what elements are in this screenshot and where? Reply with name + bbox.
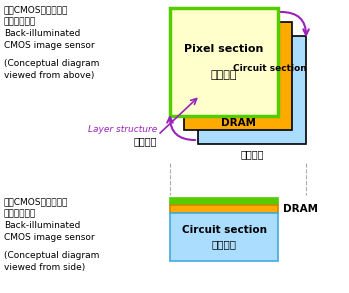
Text: (Conceptual diagram: (Conceptual diagram — [4, 59, 99, 68]
Text: 电路模块: 电路模块 — [240, 149, 264, 159]
Text: DRAM: DRAM — [221, 118, 255, 128]
Text: 像素模块: 像素模块 — [211, 70, 237, 80]
Text: viewed from side): viewed from side) — [4, 263, 85, 272]
Text: （上方视图）: （上方视图） — [4, 17, 36, 26]
Text: Back-illuminated: Back-illuminated — [4, 221, 80, 230]
Text: (Conceptual diagram: (Conceptual diagram — [4, 251, 99, 260]
Text: Pixel section: Pixel section — [184, 44, 264, 54]
Bar — [198, 36, 306, 144]
Text: （侧面视图）: （侧面视图） — [4, 209, 36, 218]
Text: 电路模块: 电路模块 — [211, 239, 237, 249]
Text: viewed from above): viewed from above) — [4, 71, 94, 80]
Text: 背照CMOS影像传感器: 背照CMOS影像传感器 — [4, 197, 68, 206]
Bar — [170, 213, 278, 261]
Text: 分层结构: 分层结构 — [134, 136, 157, 146]
Text: Circuit section: Circuit section — [181, 225, 267, 235]
Text: DRAM: DRAM — [283, 204, 318, 214]
Text: Back-illuminated: Back-illuminated — [4, 29, 80, 38]
Bar — [170, 8, 278, 116]
Bar — [184, 22, 292, 130]
Text: CMOS image sensor: CMOS image sensor — [4, 233, 95, 242]
Text: CMOS image sensor: CMOS image sensor — [4, 41, 95, 50]
Text: 背照CMOS影像传感器: 背照CMOS影像传感器 — [4, 5, 68, 14]
Bar — [170, 198, 278, 205]
Bar — [170, 205, 278, 213]
Text: Layer structure: Layer structure — [88, 125, 157, 134]
Text: Circuit section: Circuit section — [233, 64, 307, 73]
